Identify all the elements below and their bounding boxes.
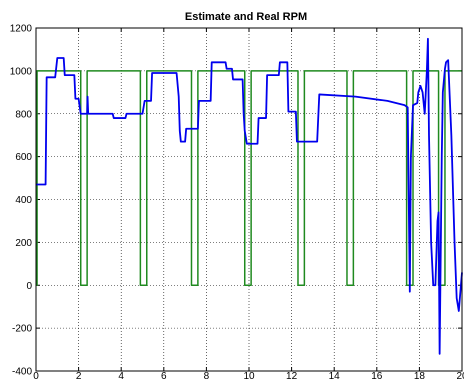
- x-tick-label: 10: [243, 371, 255, 381]
- y-tick-label: -400: [12, 367, 32, 378]
- y-tick-label: 1000: [10, 66, 33, 77]
- grid-lines: [36, 28, 462, 371]
- axis-ticks: 0 2 4 6 8 10 12 14 16 18 20 -400 -200 0 200 400 600 800 10…: [10, 24, 464, 381]
- chart-title: Estimate and Real RPM: [185, 11, 307, 23]
- x-tick-label: 2: [76, 371, 82, 381]
- plot-border: [35, 27, 463, 372]
- x-tick-label: 12: [286, 371, 298, 381]
- x-tick-label: 18: [414, 371, 426, 381]
- y-tick-label: 600: [15, 152, 32, 163]
- y-tick-label: 400: [15, 195, 32, 206]
- y-tick-label: -200: [12, 324, 32, 335]
- x-tick-label: 14: [329, 371, 341, 381]
- series-lines: [36, 37, 463, 355]
- y-tick-label: 1200: [10, 24, 33, 35]
- x-tick-label: 20: [456, 371, 464, 381]
- estimate-rpm-line: [36, 37, 463, 355]
- x-tick-label: 6: [161, 371, 167, 381]
- y-tick-label: 0: [26, 281, 32, 292]
- y-tick-label: 200: [15, 238, 32, 249]
- x-tick-label: 8: [204, 371, 210, 381]
- x-tick-label: 4: [118, 371, 124, 381]
- x-tick-label: 16: [371, 371, 383, 381]
- y-tick-label: 800: [15, 109, 32, 120]
- x-tick-label: 0: [33, 371, 39, 381]
